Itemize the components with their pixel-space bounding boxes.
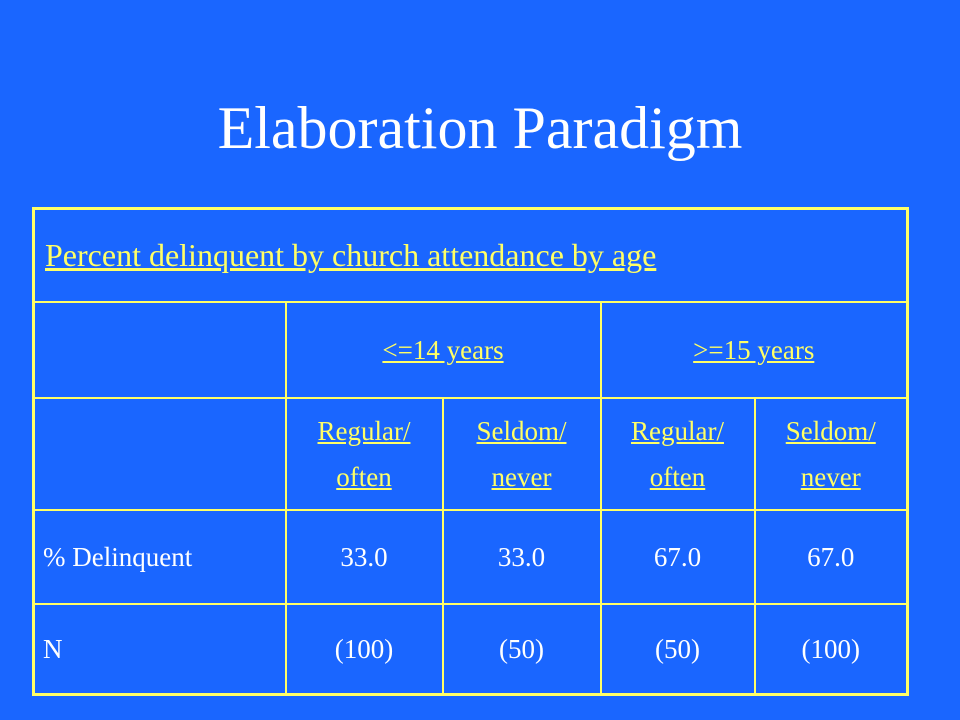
table-cell: 67.0 [753,509,909,605]
attendance-header: Seldom/ never [441,397,602,511]
attendance-label-line2[interactable]: never [800,462,861,492]
table-cell: (50) [441,603,602,696]
age-group-label[interactable]: <=14 years [382,334,504,365]
table-cell: (100) [284,603,444,696]
caption-cell: Percent delinquent by church attendance … [32,207,909,303]
crosstab-table: Percent delinquent by church attendance … [32,207,909,696]
age-group-header: <=14 years [284,301,602,399]
table-cell: 33.0 [284,509,444,605]
caption-row: Percent delinquent by church attendance … [32,207,909,303]
table-row: % Delinquent 33.0 33.0 67.0 67.0 [32,509,909,605]
table-cell: 67.0 [599,509,756,605]
attendance-label-line1[interactable]: Regular/ [631,416,724,446]
row-label: % Delinquent [32,509,287,605]
table-caption[interactable]: Percent delinquent by church attendance … [45,237,657,273]
slide-title: Elaboration Paradigm [217,95,743,161]
attendance-header: Seldom/ never [753,397,909,511]
attendance-label-line2[interactable]: never [491,462,552,492]
attendance-label-line1[interactable]: Seldom/ [785,416,876,446]
empty-corner-cell [32,397,287,511]
table-cell: 33.0 [441,509,602,605]
attendance-header: Regular/ often [599,397,756,511]
attendance-row: Regular/ often Seldom/ never Regular/ of… [32,397,909,511]
table-row: N (100) (50) (50) (100) [32,603,909,696]
table-cell: (100) [753,603,909,696]
age-group-row: <=14 years >=15 years [32,301,909,399]
age-group-label[interactable]: >=15 years [693,334,815,365]
attendance-label-line2[interactable]: often [649,462,706,492]
empty-corner-cell [32,301,287,399]
age-group-header: >=15 years [599,301,909,399]
table-cell: (50) [599,603,756,696]
row-label: N [32,603,287,696]
attendance-label-line2[interactable]: often [336,462,392,492]
attendance-label-line1[interactable]: Regular/ [317,416,411,446]
attendance-label-line1[interactable]: Seldom/ [476,416,567,446]
attendance-header: Regular/ often [284,397,444,511]
